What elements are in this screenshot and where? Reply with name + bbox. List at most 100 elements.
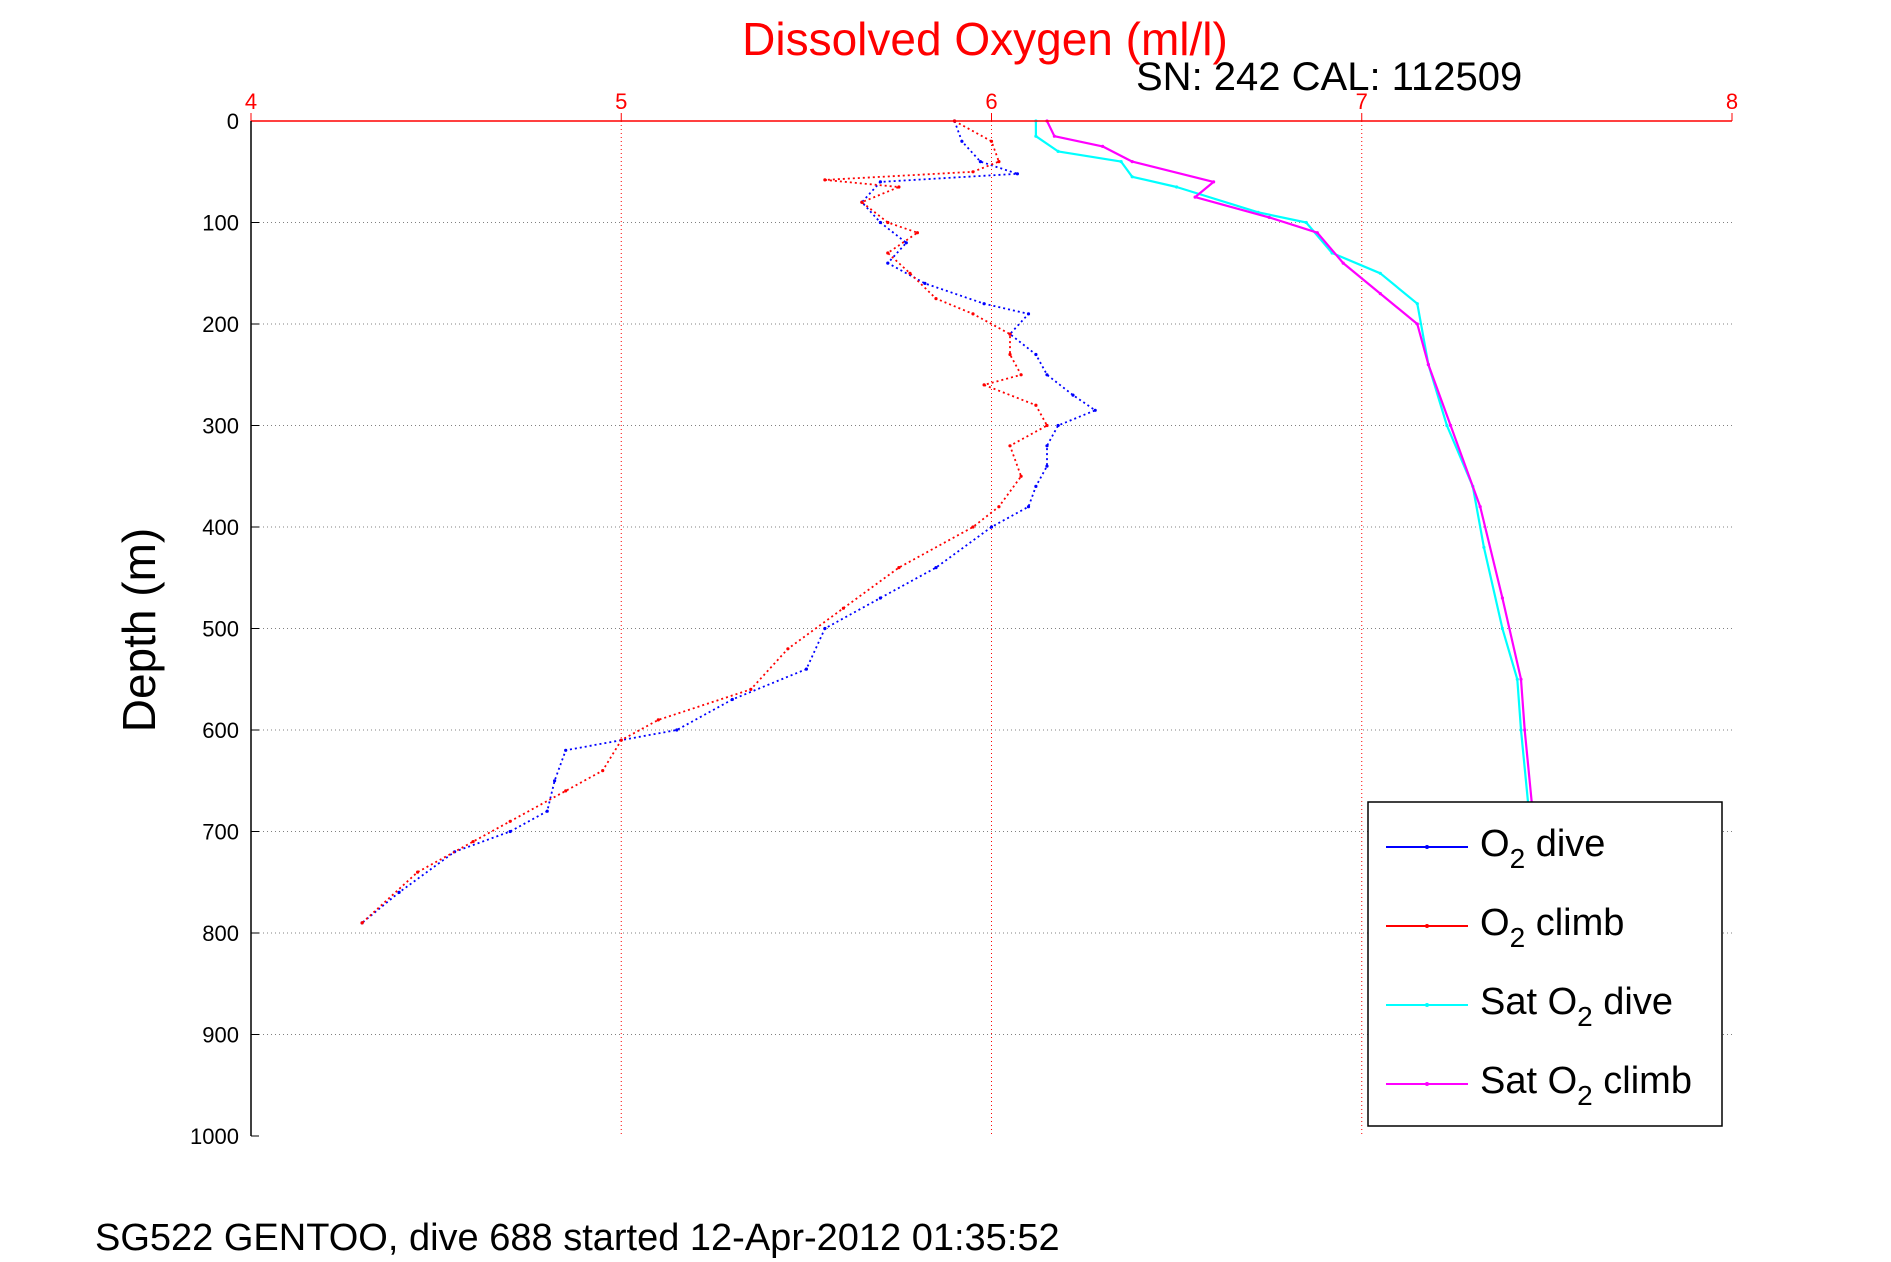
y-tick-labels: 0 100 200 300 400 500 600 700 800 900 1000 <box>190 109 239 1149</box>
data-point <box>786 647 790 651</box>
y-tick-label: 400 <box>202 515 239 540</box>
legend-box <box>1367 801 1723 1127</box>
data-point <box>553 779 557 783</box>
legend-marker <box>1425 845 1429 849</box>
data-point <box>960 139 964 143</box>
data-point <box>904 241 908 245</box>
data-point <box>915 231 920 235</box>
data-point <box>619 738 623 742</box>
data-point <box>545 809 549 813</box>
data-point <box>1045 444 1049 448</box>
data-point <box>886 261 890 265</box>
data-point <box>823 626 827 631</box>
data-point <box>1026 505 1031 509</box>
data-point <box>1093 408 1097 412</box>
data-point <box>989 525 994 529</box>
legend-label: Sat O2 dive <box>1480 981 1673 1032</box>
data-point <box>397 890 401 895</box>
data-point <box>1034 352 1038 357</box>
data-point <box>886 220 890 225</box>
footer-caption: SG522 GENTOO, dive 688 started 12-Apr-20… <box>95 1217 1060 1259</box>
data-point <box>416 870 420 874</box>
data-point <box>1519 728 1523 732</box>
data-point <box>1523 728 1527 732</box>
legend-item: Sat O2 climb <box>1386 1060 1692 1111</box>
data-point <box>1415 322 1419 326</box>
data-point <box>823 178 827 182</box>
data-point <box>1445 423 1449 428</box>
data-point <box>1101 144 1105 148</box>
data-point <box>1019 373 1023 377</box>
data-point <box>1008 444 1012 448</box>
data-point <box>564 748 568 752</box>
data-point <box>1045 464 1049 468</box>
data-point <box>1071 393 1075 397</box>
data-point <box>675 728 679 732</box>
series-line <box>361 120 1048 924</box>
y-tick-label: 300 <box>202 414 239 439</box>
y-tick-label: 700 <box>202 820 239 845</box>
data-point <box>508 829 512 834</box>
data-point <box>982 302 986 306</box>
data-point <box>1034 484 1038 488</box>
data-point <box>1341 261 1345 265</box>
legend-label: O2 climb <box>1480 902 1624 953</box>
data-point <box>997 160 1001 164</box>
data-point <box>471 840 475 844</box>
data-point <box>1304 220 1308 225</box>
data-point <box>1519 677 1523 681</box>
series-o2-climb <box>360 119 1049 925</box>
data-point <box>1449 423 1453 428</box>
legend-label: O2 dive <box>1480 823 1605 874</box>
data-point <box>878 596 883 600</box>
y-tick-label: 900 <box>202 1023 239 1048</box>
data-point <box>656 718 660 722</box>
data-point <box>1426 363 1430 367</box>
data-series <box>360 119 1534 925</box>
legend-label: Sat O2 climb <box>1480 1060 1692 1111</box>
data-point <box>878 220 883 225</box>
series-sat-o2-climb <box>1045 119 1534 808</box>
y-tick-label: 800 <box>202 921 239 946</box>
data-point <box>989 139 994 143</box>
series-o2-dive <box>360 119 1097 925</box>
x-tick-label: 4 <box>245 89 257 114</box>
data-point <box>804 667 809 671</box>
y-tick-label: 200 <box>202 312 239 337</box>
data-point <box>1175 185 1179 189</box>
data-point <box>1515 677 1519 681</box>
data-point <box>841 606 846 610</box>
data-point <box>982 383 986 387</box>
data-point <box>1015 172 1020 176</box>
data-point <box>360 921 364 925</box>
data-point <box>1315 231 1319 235</box>
data-point <box>1008 352 1012 357</box>
data-point <box>601 769 605 773</box>
data-point <box>1045 423 1049 428</box>
data-point <box>1378 271 1382 275</box>
data-point <box>1415 302 1419 306</box>
data-point <box>1500 626 1504 631</box>
legend-item: O2 dive <box>1386 823 1605 874</box>
series-line <box>1046 120 1534 807</box>
data-point <box>730 697 734 702</box>
data-point <box>1478 505 1482 509</box>
y-tick-label: 500 <box>202 617 239 642</box>
legend-marker <box>1425 1003 1429 1007</box>
x-tick-labels: 4 5 6 7 8 <box>245 89 1738 114</box>
legend: O2 dive O2 climb Sat O2 dive Sat O2 climb <box>1367 801 1723 1127</box>
data-point <box>971 312 975 316</box>
data-point <box>1056 423 1060 428</box>
data-point <box>971 170 975 174</box>
x-tick-label: 7 <box>1356 89 1368 114</box>
series-line <box>361 120 1097 924</box>
data-point <box>1267 215 1271 219</box>
data-point <box>1119 160 1123 164</box>
data-point <box>897 566 901 570</box>
x-tick-label: 8 <box>1726 89 1738 114</box>
data-point <box>1378 292 1382 296</box>
data-point <box>564 789 568 793</box>
x-tick-label: 5 <box>615 89 627 114</box>
data-point <box>878 180 883 184</box>
